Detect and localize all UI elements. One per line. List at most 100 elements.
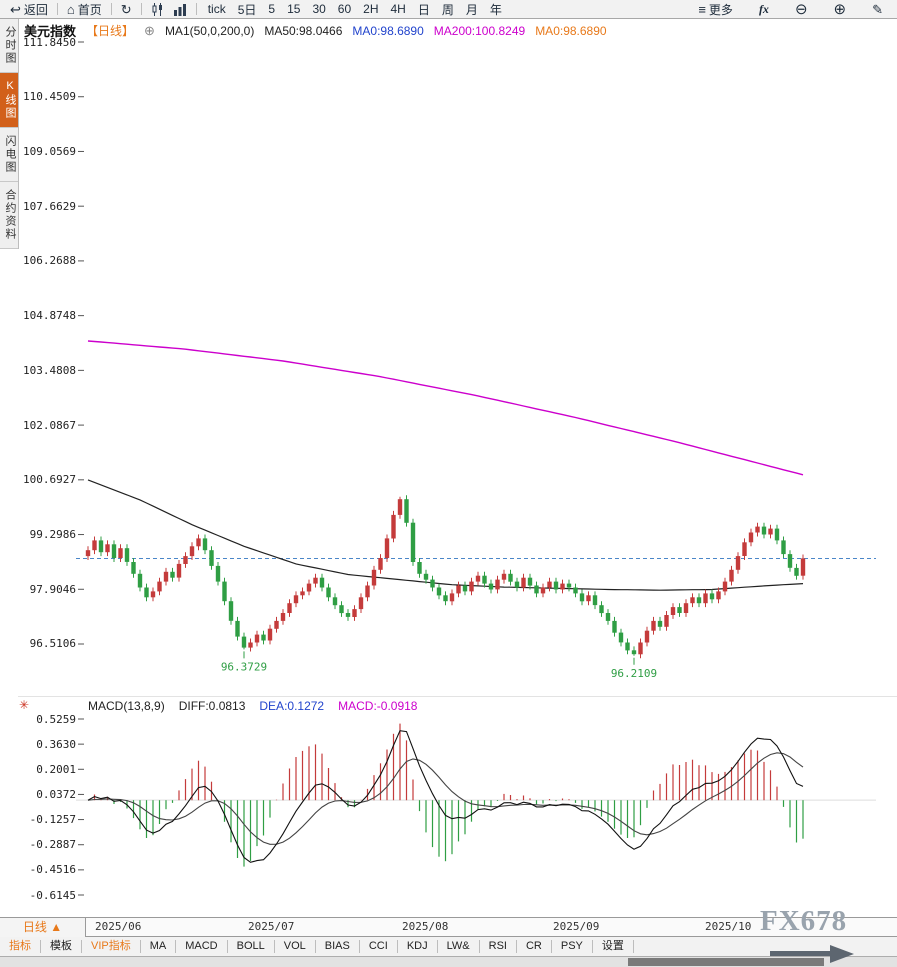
period-label: 【日线】 — [86, 24, 135, 38]
timeframe-周[interactable]: 周 — [441, 2, 454, 17]
indicator-tab-row: 指标 模板 VIP指标 MA MACD BOLL VOL BIAS CCI KDJ LW& RSI CR… — [0, 937, 897, 957]
macd-chart[interactable] — [18, 712, 897, 912]
draw-button[interactable]: ✎ — [872, 3, 883, 16]
macd-value: MACD:-0.0918 — [338, 699, 418, 713]
home-label: 首页 — [77, 2, 102, 17]
scrollbar-thumb[interactable] — [628, 958, 824, 966]
y-axis-label-main: 97.9046 — [29, 582, 76, 596]
main-price-chart[interactable]: 96.3729 96.2109 — [18, 36, 897, 696]
timeframe-年[interactable]: 年 — [489, 2, 502, 17]
y-axis-label-macd: -0.1257 — [29, 813, 76, 827]
bar-chart-glyph — [173, 3, 186, 16]
ma0-blue-value: MA0:98.6890 — [352, 23, 424, 38]
x-axis-label: 2025/09 — [553, 920, 600, 933]
timeframe-30[interactable]: 30 — [312, 2, 326, 16]
refresh-icon: ↻ — [120, 1, 132, 17]
bar-chart-view-icon[interactable] — [173, 3, 187, 16]
y-axis-label-macd: -0.6145 — [29, 888, 76, 902]
y-axis-label-main: 103.4808 — [23, 363, 76, 377]
y-axis-label-macd: 0.5259 — [36, 712, 76, 726]
timeframe-日[interactable]: 日 — [417, 2, 430, 17]
menu-icon: ≡ — [698, 1, 706, 17]
y-axis-label-main: 100.6927 — [23, 473, 76, 487]
y-axis-label-macd: 0.0372 — [36, 787, 76, 801]
y-axis-label-main: 111.8450 — [23, 35, 76, 49]
pencil-icon: ✎ — [872, 1, 883, 17]
indicator-tab-VIP指标[interactable]: VIP指标 — [82, 940, 141, 953]
macd-header: MACD(13,8,9) DIFF:0.0813 DEA:0.1272 MACD… — [88, 699, 417, 713]
indicator-tab-指标[interactable]: 指标 — [0, 940, 41, 953]
indicator-settings-icon[interactable]: ✳ — [19, 698, 30, 712]
timeframe-月[interactable]: 月 — [465, 2, 478, 17]
macd-diff-value: DIFF:0.0813 — [178, 699, 246, 713]
candlestick-view-icon[interactable] — [151, 2, 165, 16]
watermark: FX678 — [760, 905, 848, 937]
indicator-tab-RSI[interactable]: RSI — [480, 940, 517, 953]
chart-header: 美元指数 【日线】 ⊕ MA1(50,0,200,0) MA50:98.0466… — [24, 21, 607, 40]
zoom-out-icon: ⊖ — [794, 0, 808, 18]
panel-divider — [18, 696, 897, 697]
add-overlay-icon[interactable]: ⊕ — [144, 22, 155, 38]
y-axis-label-main: 102.0867 — [23, 418, 76, 432]
more-button[interactable]: ≡ 更多 — [698, 1, 733, 18]
indicator-tab-模板[interactable]: 模板 — [41, 940, 82, 953]
indicator-tab-CR[interactable]: CR — [517, 940, 552, 953]
timeframe-15[interactable]: 15 — [287, 2, 301, 16]
indicator-tab-LW&[interactable]: LW& — [438, 940, 480, 953]
indicator-tab-MA[interactable]: MA — [141, 940, 177, 953]
timeframe-60[interactable]: 60 — [337, 2, 352, 16]
indicator-tab-CCI[interactable]: CCI — [360, 940, 398, 953]
formula-button[interactable]: fx — [759, 2, 769, 17]
x-axis-label: 2025/08 — [402, 920, 449, 933]
y-axis-label-main: 107.6629 — [23, 199, 76, 213]
timeframe-selector: tick 5日 5 15 30 60 2H 4H 日周月年 — [202, 1, 508, 18]
zoom-out-button[interactable]: ⊖ — [794, 0, 808, 18]
y-axis-label-main: 99.2986 — [29, 528, 76, 542]
ma50-value: MA50:98.0466 — [264, 23, 343, 38]
svg-text:96.3729: 96.3729 — [221, 660, 267, 673]
watermark-swoosh-arrow — [830, 945, 854, 963]
refresh-button[interactable]: ↻ — [121, 3, 132, 16]
sidebar-tabs: 分时图 K线图 闪电图 合约资料 — [0, 19, 18, 249]
y-axis-label-macd: 0.3630 — [36, 737, 76, 751]
timeframe-4H[interactable]: 4H — [390, 2, 406, 16]
sidebar-tab-闪电图[interactable]: 闪电图 — [0, 128, 18, 182]
indicator-tab-BOLL[interactable]: BOLL — [228, 940, 275, 953]
divider — [140, 3, 142, 15]
y-axis-label-main: 106.2688 — [23, 254, 76, 268]
y-axis-label-main: 96.5106 — [29, 637, 76, 651]
divider — [110, 3, 112, 15]
timeframe-2H[interactable]: 2H — [363, 2, 379, 16]
indicator-tab-设置[interactable]: 设置 — [593, 940, 634, 953]
sidebar-tab-K线图[interactable]: K线图 — [0, 73, 18, 128]
svg-text:96.2109: 96.2109 — [611, 667, 657, 680]
zoom-in-button[interactable]: ⊕ — [833, 0, 847, 18]
timeframe-5日[interactable]: 5日 — [237, 2, 257, 17]
watermark-swoosh — [770, 951, 832, 956]
y-axis-label-main: 109.0569 — [23, 144, 76, 158]
y-axis-label-main: 110.4509 — [23, 90, 76, 104]
zoom-in-icon: ⊕ — [833, 0, 847, 18]
candlestick-glyph — [152, 2, 162, 16]
indicator-tab-PSY[interactable]: PSY — [552, 940, 593, 953]
timeframe-tick[interactable]: tick — [207, 2, 226, 16]
fx-label: fx — [758, 1, 769, 16]
x-axis-label: 2025/10 — [705, 920, 752, 933]
back-button[interactable]: ↩ 返回 — [10, 1, 48, 18]
indicator-tab-VOL[interactable]: VOL — [275, 940, 316, 953]
sidebar-tab-合约资料[interactable]: 合约资料 — [0, 182, 18, 249]
ma0-orange-value: MA0:98.6890 — [535, 23, 607, 38]
home-button[interactable]: ⌂ 首页 — [67, 1, 102, 18]
period-dropdown[interactable]: 日线 ▲ — [0, 917, 86, 937]
sidebar-tab-分时图[interactable]: 分时图 — [0, 19, 18, 73]
timeframe-5[interactable]: 5 — [268, 2, 276, 16]
y-axis-label-macd: 0.2001 — [36, 762, 76, 776]
indicator-tab-KDJ[interactable]: KDJ — [398, 940, 438, 953]
indicator-tab-BIAS[interactable]: BIAS — [316, 940, 360, 953]
symbol-name: 美元指数 — [24, 24, 77, 39]
horizontal-scrollbar[interactable] — [0, 957, 897, 967]
back-icon: ↩ — [10, 1, 21, 17]
indicator-tab-MACD[interactable]: MACD — [176, 940, 228, 953]
x-axis-row — [0, 917, 897, 937]
